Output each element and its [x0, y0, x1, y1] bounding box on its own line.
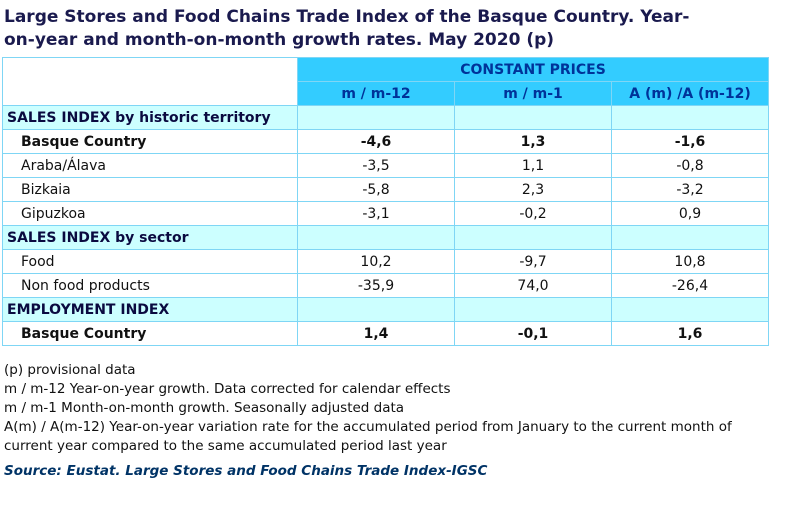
section-cell: [611, 105, 769, 130]
value-cell: -1,6: [611, 129, 769, 154]
data-row: Bizkaia -5,8 2,3 -3,2: [2, 177, 769, 202]
data-row: Gipuzkoa -3,1 -0,2 0,9: [2, 201, 769, 226]
section-label: SALES INDEX by historic territory: [2, 105, 298, 130]
column-header: m / m-12: [297, 81, 455, 106]
column-header: A (m) /A (m-12): [611, 81, 769, 106]
column-header: m / m-1: [454, 81, 612, 106]
header-group: CONSTANT PRICES: [297, 57, 769, 82]
note: A(m) / A(m-12) Year-on-year variation ra…: [4, 419, 732, 454]
value-cell: 74,0: [454, 273, 612, 298]
section-cell: [297, 297, 455, 322]
section-cell: [297, 105, 455, 130]
value-cell: 0,9: [611, 201, 769, 226]
data-row: Basque Country 1,4 -0,1 1,6: [2, 321, 769, 346]
value-cell: -3,5: [297, 153, 455, 178]
value-cell: -35,9: [297, 273, 455, 298]
section-cell: [454, 225, 612, 250]
title-line: Large Stores and Food Chains Trade Index…: [4, 7, 690, 27]
value-cell: -0,1: [454, 321, 612, 346]
row-label: Basque Country: [2, 321, 298, 346]
value-cell: 2,3: [454, 177, 612, 202]
section-cell: [454, 297, 612, 322]
section-row: EMPLOYMENT INDEX: [2, 297, 769, 322]
row-label: Non food products: [2, 273, 298, 298]
value-cell: -9,7: [454, 249, 612, 274]
data-row: Food 10,2 -9,7 10,8: [2, 249, 769, 274]
value-cell: 1,4: [297, 321, 455, 346]
row-label: Gipuzkoa: [2, 201, 298, 226]
value-cell: -3,1: [297, 201, 455, 226]
value-cell: 1,1: [454, 153, 612, 178]
value-cell: -3,2: [611, 177, 769, 202]
value-cell: 1,6: [611, 321, 769, 346]
source: Source: Eustat. Large Stores and Food Ch…: [4, 463, 488, 479]
data-row: Araba/Álava -3,5 1,1 -0,8: [2, 153, 769, 178]
section-cell: [454, 105, 612, 130]
data-table: CONSTANT PRICES m / m-12 m / m-1 A (m) /A …: [2, 57, 769, 346]
value-cell: -0,2: [454, 201, 612, 226]
value-cell: 10,8: [611, 249, 769, 274]
section-row: SALES INDEX by historic territory: [2, 105, 769, 130]
section-cell: [611, 297, 769, 322]
corner-cell: [2, 57, 298, 106]
notes: (p) provisional data m / m-12 Year-on-yea…: [4, 361, 784, 481]
data-row: Non food products -35,9 74,0 -26,4: [2, 273, 769, 298]
section-label: SALES INDEX by sector: [2, 225, 298, 250]
title-line: on-year and month-on-month growth rates.…: [4, 30, 555, 50]
note: (p) provisional data: [4, 362, 136, 378]
row-label: Bizkaia: [2, 177, 298, 202]
value-cell: -4,6: [297, 129, 455, 154]
row-label: Araba/Álava: [2, 153, 298, 178]
value-cell: 10,2: [297, 249, 455, 274]
row-label: Food: [2, 249, 298, 274]
value-cell: -5,8: [297, 177, 455, 202]
note: m / m-1 Month-on-month growth. Seasonall…: [4, 400, 405, 416]
title: Large Stores and Food Chains Trade Index…: [4, 6, 689, 52]
value-cell: 1,3: [454, 129, 612, 154]
section-row: SALES INDEX by sector: [2, 225, 769, 250]
section-cell: [297, 225, 455, 250]
note: m / m-12 Year-on-year growth. Data corre…: [4, 381, 451, 397]
row-label: Basque Country: [2, 129, 298, 154]
value-cell: -26,4: [611, 273, 769, 298]
data-row: Basque Country -4,6 1,3 -1,6: [2, 129, 769, 154]
value-cell: -0,8: [611, 153, 769, 178]
section-label: EMPLOYMENT INDEX: [2, 297, 298, 322]
section-cell: [611, 225, 769, 250]
